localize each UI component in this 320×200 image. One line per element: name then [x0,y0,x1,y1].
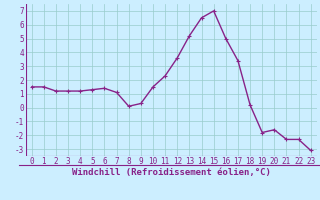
X-axis label: Windchill (Refroidissement éolien,°C): Windchill (Refroidissement éolien,°C) [72,168,271,177]
